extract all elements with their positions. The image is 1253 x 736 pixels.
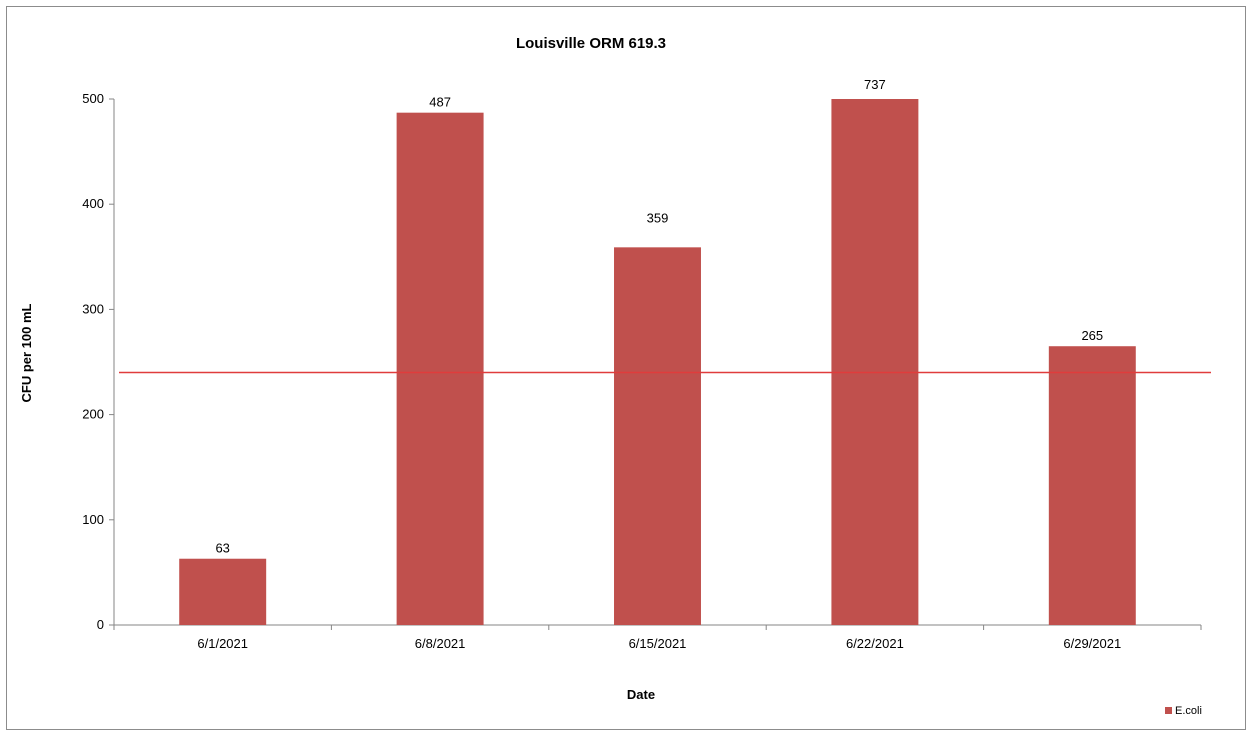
data-label: 359 [647,210,669,225]
data-label: 265 [1081,328,1103,343]
bar-chart: Louisville ORM 619.3 CFU per 100 mL Date… [19,35,1211,717]
x-tick-label: 6/22/2021 [846,636,904,651]
bar [614,247,701,625]
x-tick-label: 6/15/2021 [629,636,687,651]
y-tick-label: 0 [97,617,104,632]
y-axis-title: CFU per 100 mL [19,303,34,402]
bar [831,99,919,625]
chart-frame: Louisville ORM 619.3 CFU per 100 mL Date… [6,6,1246,730]
bar [179,558,267,625]
legend: E.coli [1165,705,1202,717]
y-tick-label: 300 [82,301,104,316]
legend-label: E.coli [1175,705,1202,717]
x-tick-label: 6/8/2021 [415,636,466,651]
data-label: 737 [864,77,886,92]
bar [396,112,484,625]
legend-swatch [1165,707,1172,714]
y-tick-label: 400 [82,196,104,211]
y-tick-label: 500 [82,91,104,106]
x-tick-label: 6/1/2021 [197,636,248,651]
y-tick-label: 200 [82,407,104,422]
plot-area: 0 100 200 300 400 500 63 6/1/2021 487 6/8/2021 359… [82,77,1211,651]
y-tick-label: 100 [82,512,104,527]
x-tick-label: 6/29/2021 [1063,636,1121,651]
bar [1048,346,1136,625]
data-label: 63 [215,541,229,556]
data-label: 487 [429,95,451,110]
chart-title: Louisville ORM 619.3 [516,35,666,52]
x-axis-title: Date [627,687,655,702]
